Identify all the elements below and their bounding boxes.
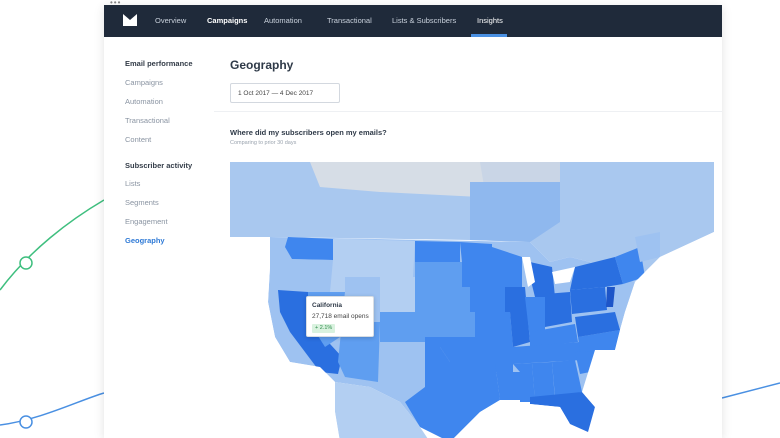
map-region-maine[interactable] bbox=[635, 232, 660, 262]
map-region-wisconsin[interactable] bbox=[492, 247, 522, 287]
page-title: Geography bbox=[230, 58, 294, 72]
sidebar-item-transactional[interactable]: Transactional bbox=[125, 116, 170, 125]
comparison-note: Comparing to prior 30 days bbox=[230, 140, 297, 146]
map-region-atlantic[interactable] bbox=[582, 232, 714, 438]
map-region-south-dakota[interactable] bbox=[415, 262, 462, 287]
map-region-minnesota[interactable] bbox=[460, 242, 492, 287]
map-region-kentucky[interactable] bbox=[530, 324, 578, 347]
sidebar-item-lists[interactable]: Lists bbox=[125, 179, 141, 188]
tooltip-change-badge: + 2.1% bbox=[312, 324, 336, 333]
sidebar-item-campaigns[interactable]: Campaigns bbox=[125, 78, 163, 87]
sidebar-item-content[interactable]: Content bbox=[125, 135, 152, 144]
map-region-new-england[interactable] bbox=[615, 247, 645, 284]
map-region-indiana[interactable] bbox=[525, 297, 545, 340]
map-region-arizona[interactable] bbox=[338, 322, 380, 382]
map-region-north-carolina[interactable] bbox=[578, 330, 620, 352]
main-content: Geography 1 Oct 2017 — 4 Dec 2017 Where … bbox=[214, 37, 722, 438]
active-tab-indicator bbox=[471, 34, 507, 37]
map-region-pennsylvania[interactable] bbox=[570, 287, 607, 314]
tooltip-state: California bbox=[312, 302, 342, 309]
map-region-tennessee[interactable] bbox=[513, 342, 582, 364]
map-region-texas[interactable] bbox=[405, 347, 500, 438]
map-region-pacific[interactable] bbox=[230, 237, 340, 438]
map-region-washington[interactable] bbox=[285, 237, 335, 260]
map-region-louisiana[interactable] bbox=[495, 362, 525, 400]
app-window: Overview Campaigns Automation Transactio… bbox=[104, 5, 722, 438]
map-region-oklahoma[interactable] bbox=[425, 337, 485, 362]
map-region-idaho[interactable] bbox=[330, 239, 348, 292]
sidebar-heading-email-performance: Email performance bbox=[125, 59, 193, 68]
map-region-mexico[interactable] bbox=[335, 382, 430, 438]
map-region-arkansas[interactable] bbox=[485, 347, 513, 372]
map-region-nebraska[interactable] bbox=[415, 287, 470, 312]
map-region-mississippi[interactable] bbox=[513, 363, 535, 402]
section-question: Where did my subscribers open my emails? bbox=[230, 128, 387, 137]
envelope-logo-icon[interactable] bbox=[123, 14, 137, 26]
map-region-georgia[interactable] bbox=[552, 360, 582, 397]
top-navigation: Overview Campaigns Automation Transactio… bbox=[104, 5, 722, 37]
sidebar-item-engagement[interactable]: Engagement bbox=[125, 217, 168, 226]
sidebar-heading-subscriber-activity: Subscriber activity bbox=[125, 161, 193, 170]
map-region-colorado[interactable] bbox=[380, 312, 430, 342]
map-region-michigan[interactable] bbox=[530, 262, 555, 297]
map-region-kansas[interactable] bbox=[430, 312, 475, 337]
nav-lists-subscribers[interactable]: Lists & Subscribers bbox=[392, 16, 457, 25]
map-region-north-dakota[interactable] bbox=[415, 241, 460, 262]
map-region-montana[interactable] bbox=[348, 239, 415, 277]
map-region-iowa[interactable] bbox=[470, 287, 505, 312]
divider bbox=[214, 111, 722, 112]
map-region-wyoming[interactable] bbox=[380, 277, 415, 312]
geography-map[interactable] bbox=[230, 162, 714, 438]
map-region-quebec[interactable] bbox=[470, 182, 560, 242]
map-region-gulf[interactable] bbox=[450, 400, 580, 438]
window-dots: ••• bbox=[110, 0, 122, 7]
map-region-alabama[interactable] bbox=[532, 362, 555, 402]
map-region-florida[interactable] bbox=[530, 392, 595, 432]
map-region-new-york[interactable] bbox=[570, 257, 623, 290]
nav-insights[interactable]: Insights bbox=[477, 16, 503, 25]
nav-overview[interactable]: Overview bbox=[155, 16, 187, 25]
map-region-new-jersey[interactable] bbox=[606, 287, 615, 307]
nav-campaigns[interactable]: Campaigns bbox=[207, 16, 248, 25]
map-region-illinois[interactable] bbox=[505, 287, 530, 347]
tooltip-opens: 27,718 email opens bbox=[312, 313, 369, 320]
map-region-missouri[interactable] bbox=[475, 312, 513, 347]
nav-transactional[interactable]: Transactional bbox=[327, 16, 372, 25]
map-region-oregon[interactable] bbox=[278, 259, 333, 292]
nav-automation[interactable]: Automation bbox=[264, 16, 302, 25]
sidebar-item-geography[interactable]: Geography bbox=[125, 236, 165, 245]
map-region-arctic[interactable] bbox=[310, 162, 490, 197]
sidebar: Email performance Campaigns Automation T… bbox=[104, 37, 214, 437]
map-region-great-lakes[interactable] bbox=[522, 257, 535, 287]
map-region-lake-erie[interactable] bbox=[552, 267, 575, 284]
map-tooltip: California 27,718 email opens + 2.1% bbox=[306, 296, 374, 337]
sidebar-item-automation[interactable]: Automation bbox=[125, 97, 163, 106]
sidebar-item-segments[interactable]: Segments bbox=[125, 198, 159, 207]
map-region-new-mexico[interactable] bbox=[380, 342, 425, 387]
date-range-picker[interactable]: 1 Oct 2017 — 4 Dec 2017 bbox=[230, 83, 340, 103]
map-region-virginia[interactable] bbox=[575, 312, 620, 337]
map-region-ohio[interactable] bbox=[545, 292, 572, 327]
